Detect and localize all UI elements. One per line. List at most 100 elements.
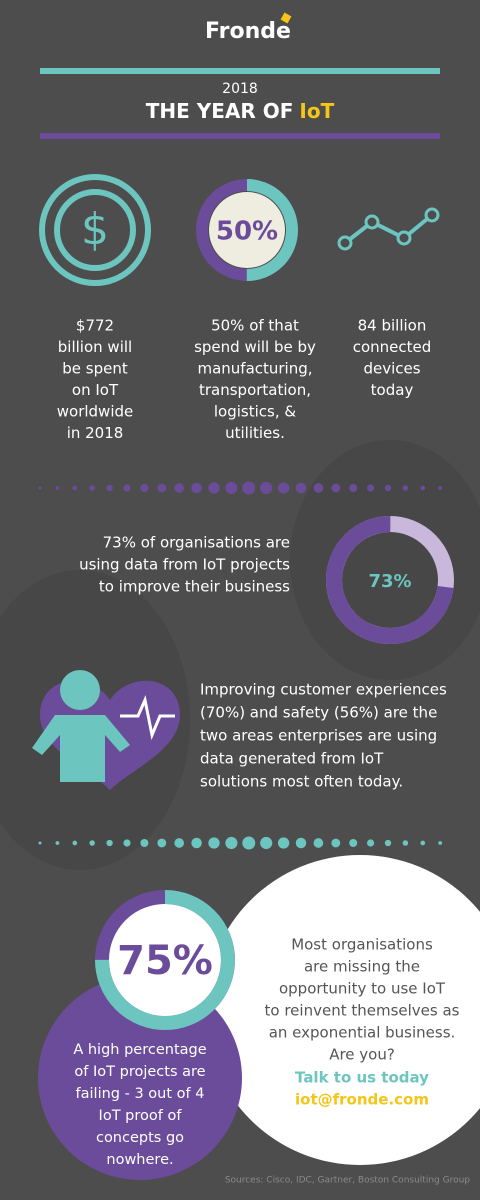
cta-action: Talk to us today	[295, 1069, 429, 1087]
dollar-sign: $	[81, 204, 109, 255]
divider-dot	[174, 838, 185, 848]
text-line: an exponential business.	[269, 1024, 456, 1042]
divider-dot	[38, 841, 42, 845]
divider-dot	[208, 482, 220, 494]
text-line: to improve their business	[99, 578, 290, 596]
divider-dot	[277, 837, 290, 849]
divider-dot	[402, 840, 409, 846]
divider-dot	[367, 839, 375, 847]
cta-email: iot@fronde.com	[295, 1091, 429, 1109]
divider-dot	[260, 836, 273, 850]
text-line: nowhere.	[106, 1152, 173, 1168]
divider	[38, 836, 443, 850]
title-prefix: THE YEAR OF	[146, 99, 294, 123]
text-line: spend will be by	[194, 338, 316, 356]
text-line: connected	[353, 338, 432, 356]
divider-dot	[349, 839, 358, 847]
divider-dot	[157, 838, 167, 848]
text-line: Are you?	[329, 1046, 395, 1064]
divider-dot	[72, 485, 78, 491]
brand: Fronde	[205, 19, 291, 44]
divider-dot	[191, 837, 202, 849]
text-line: using data from IoT projects	[79, 556, 290, 574]
divider-dot	[208, 837, 220, 849]
dollar-inner-ring	[54, 189, 136, 271]
text-line: $772	[76, 317, 114, 335]
divider-dot	[295, 482, 307, 494]
divider-dot	[123, 484, 131, 492]
divider-dot	[89, 485, 95, 491]
text-line: 50% of that	[211, 317, 299, 335]
divider-dot	[420, 485, 426, 491]
divider-dot	[438, 841, 443, 845]
divider-dot	[349, 484, 358, 492]
text-line: 84 billion	[358, 317, 427, 335]
divider-dot	[55, 486, 60, 490]
donut-arc	[196, 179, 298, 281]
text-line: (70%) and safety (56%) are the	[200, 704, 437, 722]
text-line: Most organisations	[291, 936, 433, 954]
text-line: devices	[363, 360, 420, 378]
text-line: in 2018	[67, 424, 124, 442]
divider-dot	[140, 839, 149, 847]
divider-dot	[106, 484, 113, 492]
donut-label: 73%	[368, 571, 411, 592]
divider-dot	[313, 838, 324, 848]
divider-dot	[174, 483, 185, 493]
divider-dot	[242, 836, 256, 850]
teal-rule	[40, 68, 440, 74]
divider-dot	[72, 840, 78, 846]
divider-dot	[106, 839, 113, 847]
donut-arc	[95, 890, 235, 1030]
text-line: utilities.	[225, 424, 285, 442]
text-line: data generated from IoT	[200, 750, 384, 768]
divider-dot	[140, 484, 149, 492]
text-line: 73% of organisations are	[103, 534, 290, 552]
text-line: manufacturing,	[197, 360, 312, 378]
divider-dot	[55, 841, 60, 845]
divider-dot	[313, 483, 324, 493]
person-body	[32, 715, 130, 782]
dollar-ring	[39, 174, 151, 286]
trend-icon	[343, 213, 434, 245]
text-line: on IoT	[72, 381, 119, 399]
title: THE YEAR OF IoT	[146, 99, 335, 123]
divider-dot	[123, 839, 131, 847]
pulse-line	[120, 695, 175, 741]
text-line: opportunity to use IoT	[279, 980, 446, 998]
divider-dot	[277, 482, 290, 494]
donut-label: 75%	[117, 938, 213, 984]
divider-dot	[331, 838, 341, 848]
divider-dot	[225, 836, 238, 850]
donut-label: 50%	[216, 217, 278, 247]
divider-dot	[367, 484, 375, 492]
divider-dot	[384, 839, 392, 847]
year: 2018	[222, 81, 258, 97]
donut-arc	[326, 516, 454, 644]
title-highlight: IoT	[299, 99, 334, 123]
divider-dot	[242, 481, 256, 495]
text-line: be spent	[62, 360, 128, 378]
divider-dot	[89, 840, 95, 846]
text-line: two areas enterprises are using	[200, 727, 437, 745]
text-line: billion will	[58, 338, 132, 356]
donut-center	[209, 192, 285, 268]
ring-center	[105, 900, 225, 1020]
trend-dots	[337, 207, 440, 251]
text-line: solutions most often today.	[200, 773, 403, 791]
text-line: to reinvent themselves as	[265, 1002, 460, 1020]
text-line: concepts go	[96, 1130, 184, 1146]
text-line: are missing the	[304, 958, 420, 976]
divider-dot	[420, 840, 426, 846]
text-line: IoT proof of	[99, 1108, 183, 1124]
divider-dot	[225, 481, 238, 495]
divider-dot	[384, 484, 392, 492]
text-line: transportation,	[199, 381, 311, 399]
failing-circle	[38, 976, 242, 1180]
sources: Sources: Cisco, IDC, Gartner, Boston Con…	[225, 1176, 470, 1186]
text-line: Improving customer experiences	[200, 681, 447, 699]
text-line: worldwide	[57, 403, 134, 421]
divider-dot	[295, 837, 307, 849]
